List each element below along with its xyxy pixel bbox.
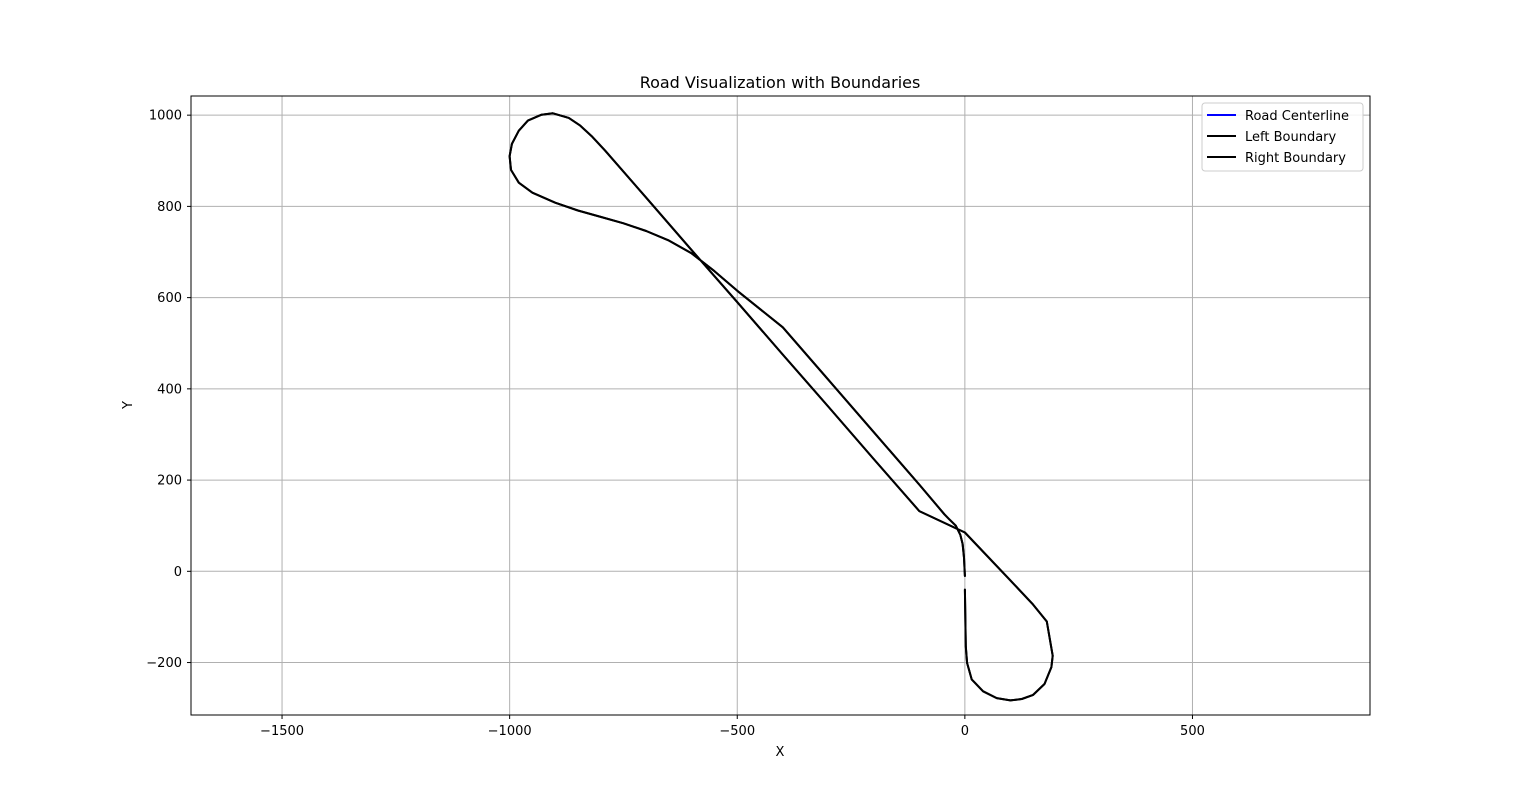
x-axis-label: X (776, 745, 785, 760)
x-tick-label: −500 (719, 724, 755, 739)
grid-lines (191, 96, 1370, 715)
legend-entry: Left Boundary (1245, 130, 1337, 145)
y-tick-label: 1000 (149, 109, 182, 124)
legend: Road Centerline Left Boundary Right Bounda… (1201, 102, 1364, 172)
y-tick-label: 200 (157, 474, 182, 489)
y-tick-label: 800 (157, 200, 182, 215)
chart-title: Road Visualization with Boundaries (640, 73, 921, 92)
legend-entry: Right Boundary (1245, 151, 1346, 166)
series-layer (508, 112, 1054, 702)
y-axis: −200 0 200 400 600 800 1000 (146, 109, 191, 671)
y-tick-label: 0 (174, 565, 182, 580)
x-axis: −1500 −1000 −500 0 500 (260, 715, 1205, 739)
legend-frame (1201, 102, 1364, 172)
series-line-right-boundary (508, 112, 1054, 702)
plot-frame (190, 95, 1371, 716)
y-tick-label: 600 (157, 291, 182, 306)
y-axis-label: Y (121, 401, 136, 410)
x-tick-label: −1000 (488, 724, 532, 739)
x-tick-label: 0 (961, 724, 969, 739)
y-tick-label: −200 (146, 656, 182, 671)
x-tick-label: 500 (1180, 724, 1205, 739)
x-tick-label: −1500 (260, 724, 304, 739)
y-tick-label: 400 (157, 382, 182, 397)
legend-entry: Road Centerline (1245, 109, 1349, 124)
